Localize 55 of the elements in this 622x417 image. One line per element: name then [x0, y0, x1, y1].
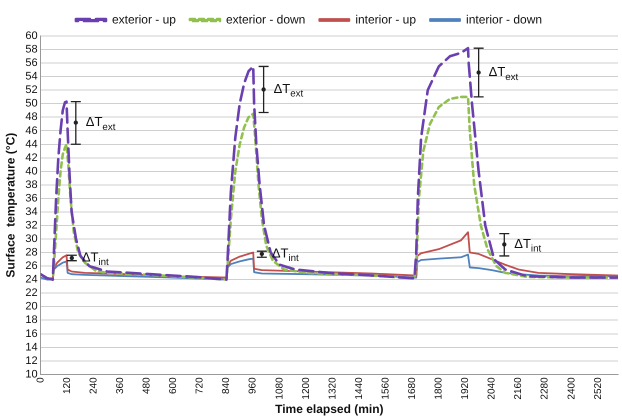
- y-tick-label: 16: [25, 328, 38, 340]
- x-tick-label: 1080: [274, 376, 286, 400]
- y-tick-label: 14: [25, 341, 38, 354]
- x-tick-label: 2400: [566, 376, 578, 400]
- y-tick-label: 34: [25, 206, 38, 218]
- y-tick-label: 56: [25, 57, 38, 70]
- y-tick-label: 30: [25, 233, 38, 246]
- x-tick-label: 2520: [592, 376, 604, 400]
- x-tick-label: 1920: [460, 376, 472, 400]
- legend-label: exterior - up: [112, 12, 176, 26]
- x-tick-label: 1320: [327, 376, 338, 400]
- x-tick-label: 360: [115, 376, 126, 394]
- y-tick-label: 54: [25, 70, 38, 83]
- y-tick-label: 52: [25, 84, 38, 96]
- y-tick-label: 20: [25, 300, 38, 313]
- x-tick-label: 1440: [354, 376, 365, 400]
- y-tick-label: 48: [25, 111, 38, 124]
- x-tick-label: 120: [62, 376, 73, 394]
- x-tick-label: 2280: [540, 376, 551, 400]
- legend-label: exterior - down: [226, 12, 306, 26]
- y-tick-label: 44: [25, 138, 38, 150]
- y-tick-label: 32: [25, 220, 38, 232]
- y-tick-label: 42: [25, 152, 38, 164]
- y-tick-label: 46: [25, 124, 38, 137]
- line-series: [40, 46, 618, 281]
- x-tick-label: 240: [88, 376, 100, 394]
- y-tick-label: 12: [25, 354, 38, 367]
- y-tick-label: 22: [25, 287, 38, 300]
- legend-label: interior - up: [355, 12, 416, 26]
- y-tick-label: 26: [25, 260, 38, 272]
- x-tick-label: 2040: [486, 376, 498, 400]
- y-tick-label: 50: [25, 98, 38, 110]
- y-tick-label: 40: [25, 165, 38, 178]
- y-tick-label: 18: [25, 314, 38, 326]
- y-axis-title: Surface temperature (°C): [4, 132, 18, 278]
- y-tick-label: 60: [25, 30, 38, 42]
- x-tick-label: 600: [168, 376, 180, 394]
- x-tick-label: 720: [194, 376, 206, 394]
- x-tick-label: 1680: [407, 376, 418, 400]
- x-tick-label: 480: [142, 376, 153, 394]
- x-tick-label: 1560: [380, 376, 392, 400]
- x-tick-label: 0: [35, 376, 46, 383]
- y-tick-label: 38: [25, 178, 38, 191]
- x-tick-label: 2160: [513, 376, 524, 400]
- x-tick-label: 960: [248, 376, 259, 394]
- x-axis-title: Time elapsed (min): [275, 402, 384, 416]
- x-tick-label: 1200: [300, 376, 312, 400]
- x-tick-label: 1800: [434, 376, 445, 400]
- x-tick-label: 840: [221, 376, 232, 394]
- y-tick-label: 58: [25, 44, 38, 56]
- y-tick-label: 10: [25, 368, 38, 380]
- y-tick-label: 28: [25, 246, 38, 259]
- legend-label: interior - down: [466, 12, 542, 26]
- y-tick-label: 24: [25, 274, 38, 286]
- y-tick-label: 36: [25, 192, 38, 204]
